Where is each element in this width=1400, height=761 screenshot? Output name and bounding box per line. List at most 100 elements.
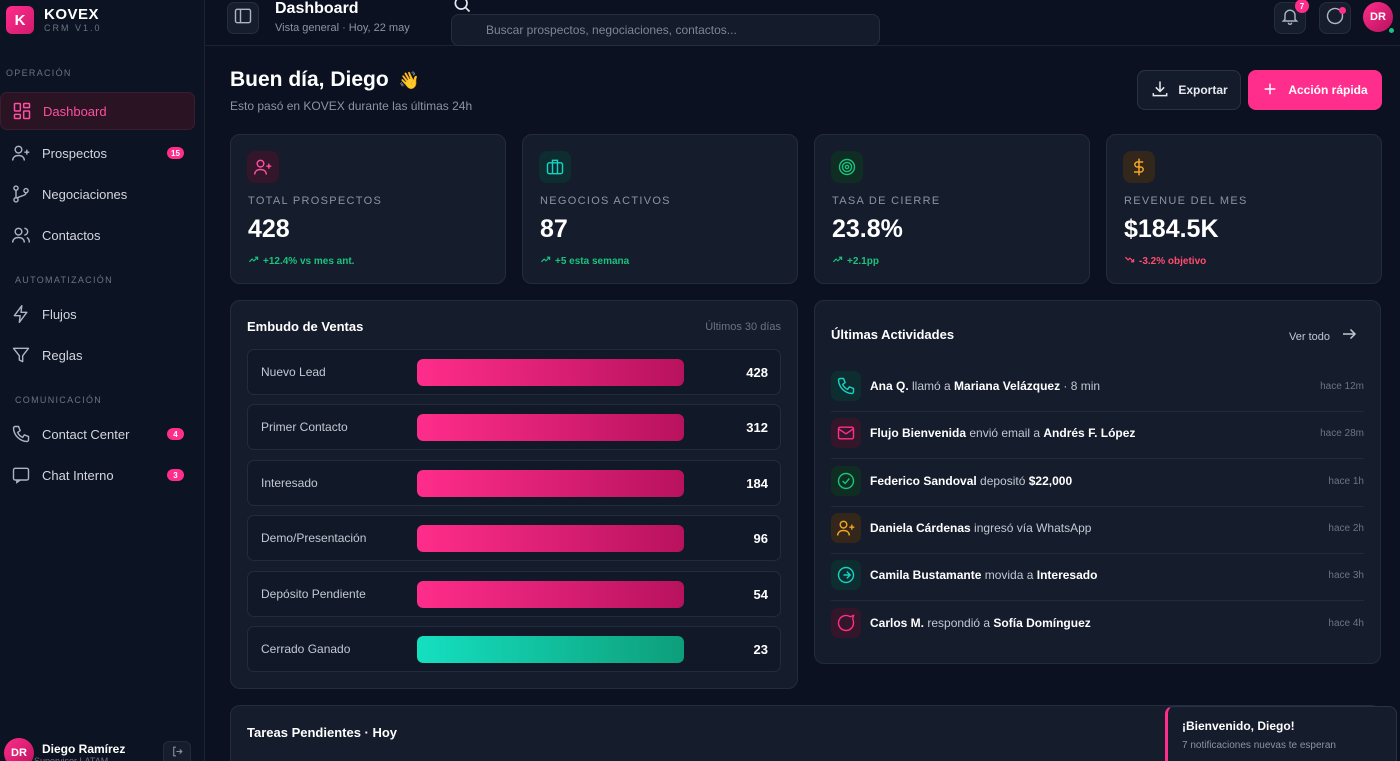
kpi-card-tasa-cierre[interactable]: TASA DE CIERRE 23.8% +2.1pp xyxy=(814,134,1090,284)
funnel-bar-track xyxy=(417,469,684,497)
kpi-card-total-prospectos[interactable]: TOTAL PROSPECTOS 428 +12.4% vs mes ant. xyxy=(230,134,506,284)
funnel-stage-label: Nuevo Lead xyxy=(261,365,326,379)
activity-time: hace 1h xyxy=(1328,475,1364,487)
avatar: DR xyxy=(4,738,34,761)
kpi-card-negocios-activos[interactable]: NEGOCIOS ACTIVOS 87 +5 esta semana xyxy=(522,134,798,284)
activity-time: hace 28m xyxy=(1320,428,1364,440)
funnel-period: Últimos 30 días xyxy=(705,321,781,333)
funnel-bar-track xyxy=(417,525,684,553)
sidebar-item-reglas[interactable]: Reglas xyxy=(0,336,195,374)
quick-action-button[interactable]: Acción rápida xyxy=(1248,70,1382,110)
activity-item[interactable]: Flujo Bienvenida envió email a Andrés F.… xyxy=(831,412,1364,460)
sidebar-item-chat-interno[interactable]: Chat Interno 3 xyxy=(0,456,195,494)
sidebar-item-flujos[interactable]: Flujos xyxy=(0,295,195,333)
message-icon xyxy=(831,607,861,638)
activity-text-part: envió email a xyxy=(966,426,1044,441)
kpi-label: TASA DE CIERRE xyxy=(832,195,941,207)
funnel-bar xyxy=(417,580,684,608)
user-name: Diego Ramírez xyxy=(42,742,126,756)
activity-text: Carlos M. respondió a Sofía Domínguez xyxy=(870,616,1091,630)
activity-text-part: Mariana Velázquez xyxy=(954,379,1061,393)
brand-name: KOVEX xyxy=(44,5,100,23)
kpi-value: 428 xyxy=(248,215,290,243)
funnel-stage-row[interactable]: Depósito Pendiente 54 xyxy=(247,570,781,617)
funnel-stage-row[interactable]: Demo/Presentación 96 xyxy=(247,515,781,562)
notifications-button[interactable]: 7 xyxy=(1274,0,1309,34)
kpi-delta-text: +2.1pp xyxy=(847,255,879,267)
search-input[interactable] xyxy=(451,14,880,46)
activity-item[interactable]: Ana Q. llamó a Mariana Velázquez · 8 min… xyxy=(831,365,1364,412)
sidebar-item-negociaciones[interactable]: Negociaciones xyxy=(0,175,195,213)
brand[interactable]: K KOVEX CRM V1.0 xyxy=(6,6,102,34)
view-all-link[interactable]: Ver todo xyxy=(1289,325,1358,348)
funnel-bar xyxy=(417,359,684,386)
kpi-value: 23.8% xyxy=(832,215,903,243)
kpi-card-revenue[interactable]: REVENUE DEL MES $184.5K -3.2% objetivo xyxy=(1106,134,1382,284)
activity-text-part: Flujo Bienvenida xyxy=(870,426,967,441)
avatar-initials: DR xyxy=(1370,11,1386,23)
funnel-stage-label: Interesado xyxy=(261,475,318,490)
count-badge: 4 xyxy=(167,428,184,440)
funnel-stage-count: 312 xyxy=(746,420,768,436)
funnel-stage-row[interactable]: Nuevo Lead 428 xyxy=(247,349,781,395)
funnel-title: Embudo de Ventas xyxy=(247,319,364,334)
section-label-operacion: OPERACIÓN xyxy=(6,68,72,78)
users-icon xyxy=(11,225,31,245)
wave-emoji: 👋 xyxy=(398,71,420,90)
funnel-stage-label: Demo/Presentación xyxy=(261,531,367,546)
activity-item[interactable]: Carlos M. respondió a Sofía Domínguez hac… xyxy=(831,602,1364,649)
activity-text-part: Camila Bustamante xyxy=(870,568,982,583)
sidebar-item-dashboard[interactable]: Dashboard xyxy=(0,92,195,130)
activity-text-part: llamó a xyxy=(908,379,955,393)
activity-text-part: Andrés F. López xyxy=(1043,426,1136,441)
funnel-bar xyxy=(417,636,684,663)
activity-text: Ana Q. llamó a Mariana Velázquez · 8 min xyxy=(870,379,1100,393)
dashboard-icon xyxy=(12,101,32,121)
page-title: Dashboard xyxy=(275,0,359,17)
activity-item[interactable]: Daniela Cárdenas ingresó vía WhatsApp hac… xyxy=(831,507,1364,554)
sidebar-item-label: Negociaciones xyxy=(42,186,128,202)
trend-up-icon xyxy=(832,254,843,268)
sidebar-toggle-button[interactable] xyxy=(227,2,259,34)
activity-text-part: Federico Sandoval xyxy=(870,473,977,488)
funnel-stage-row[interactable]: Interesado 184 xyxy=(247,459,781,506)
sidebar-item-contact-center[interactable]: Contact Center 4 xyxy=(0,415,195,453)
sidebar-item-prospectos[interactable]: Prospectos 15 xyxy=(0,134,195,172)
user-role: Supervisor LATAM xyxy=(34,756,109,761)
activity-item[interactable]: Federico Sandoval depositó $22,000 hace 1… xyxy=(831,460,1364,507)
funnel-bar xyxy=(417,414,684,442)
sidebar-item-contactos[interactable]: Contactos xyxy=(0,216,195,254)
activity-text: Flujo Bienvenida envió email a Andrés F.… xyxy=(870,426,1135,440)
kpi-delta-text: +5 esta semana xyxy=(555,255,630,267)
header-avatar[interactable]: DR xyxy=(1363,2,1395,34)
online-status-dot xyxy=(1388,27,1395,34)
funnel-bar-track xyxy=(417,580,684,608)
user-profile[interactable]: DR Diego Ramírez Supervisor LATAM xyxy=(4,738,125,761)
export-button[interactable]: Exportar xyxy=(1137,70,1241,110)
kpi-value: $184.5K xyxy=(1124,215,1219,243)
messages-button[interactable] xyxy=(1319,2,1351,34)
kpi-delta: +2.1pp xyxy=(832,254,879,268)
plus-icon xyxy=(1262,81,1278,100)
logout-button[interactable] xyxy=(163,741,191,761)
funnel-stage-row[interactable]: Primer Contacto 312 xyxy=(247,404,781,451)
welcome-toast[interactable]: ¡Bienvenido, Diego! 7 notificaciones nue… xyxy=(1165,706,1397,761)
bolt-icon xyxy=(11,304,31,324)
activity-item[interactable]: Camila Bustamante movida a Interesado hac… xyxy=(831,554,1364,602)
section-label-automatizacion: AUTOMATIZACIÓN xyxy=(15,275,113,285)
activity-text-part: ingresó vía WhatsApp xyxy=(970,520,1092,535)
phone-icon xyxy=(831,371,861,401)
activity-text: Daniela Cárdenas ingresó vía WhatsApp xyxy=(870,521,1091,535)
bell-icon xyxy=(1280,6,1300,31)
activity-text-part: movida a xyxy=(981,568,1037,583)
sidebar-item-label: Reglas xyxy=(42,347,83,363)
kpi-label: TOTAL PROSPECTOS xyxy=(248,195,383,207)
funnel-stage-row[interactable]: Cerrado Ganado 23 xyxy=(247,626,781,672)
logout-icon xyxy=(171,745,184,761)
sidebar-item-label: Chat Interno xyxy=(42,467,114,483)
kpi-delta-text: +12.4% vs mes ant. xyxy=(263,255,355,267)
kpi-delta-text: -3.2% objetivo xyxy=(1139,255,1207,267)
download-icon xyxy=(1150,79,1170,102)
target-icon xyxy=(831,151,863,183)
activity-text-part: Ana Q. xyxy=(870,379,909,393)
